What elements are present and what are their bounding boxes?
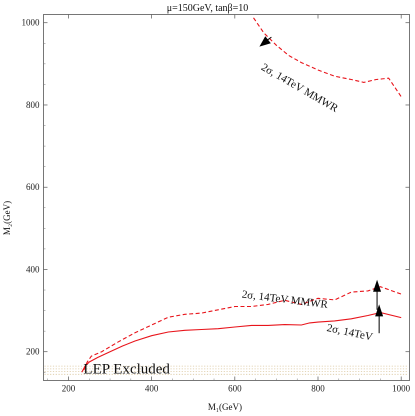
lep-excluded-band xyxy=(44,365,409,375)
y-axis-label: M₂(GeV) xyxy=(2,201,12,235)
series-line-0 xyxy=(81,312,402,373)
annotation-0: LEP Excluded xyxy=(83,362,170,378)
series-line-1 xyxy=(83,286,402,371)
annotations-layer: LEP Excluded 2σ, 14TeV 2σ, 14TeV MMWR 2σ, 1… xyxy=(83,61,373,377)
y-tick-label-4: 1000 xyxy=(22,18,41,28)
x-tick-label-1: 400 xyxy=(145,384,159,394)
x-axis-label: M₁(GeV) xyxy=(208,402,242,412)
annotation-2: 2σ, 14TeV MMWR xyxy=(241,289,329,312)
arrow-head-2 xyxy=(259,36,271,47)
series-layer xyxy=(81,17,402,373)
plot-frame xyxy=(43,14,410,381)
x-tick-label-4: 1000 xyxy=(392,384,411,394)
arrows-layer xyxy=(259,36,384,334)
arrow-head-0 xyxy=(373,279,382,292)
ticks-layer: 200 400 600 800 1000 200 400 600 800 1000 xyxy=(22,14,411,394)
y-tick-label-1: 400 xyxy=(26,264,40,274)
y-tick-label-3: 800 xyxy=(26,100,40,110)
x-tick-label-0: 200 xyxy=(62,384,76,394)
arrow-head-1 xyxy=(375,304,384,317)
series-line-2 xyxy=(253,17,402,98)
x-tick-label-3: 800 xyxy=(311,384,325,394)
annotation-1: 2σ, 14TeV xyxy=(326,322,374,343)
annotation-3: 2σ, 14TeV MMWR xyxy=(259,61,341,115)
chart-title: μ=150GeV, tanβ=10 xyxy=(167,3,249,14)
y-tick-label-0: 200 xyxy=(26,347,40,357)
y-tick-label-2: 600 xyxy=(26,182,40,192)
x-tick-label-2: 600 xyxy=(228,384,242,394)
